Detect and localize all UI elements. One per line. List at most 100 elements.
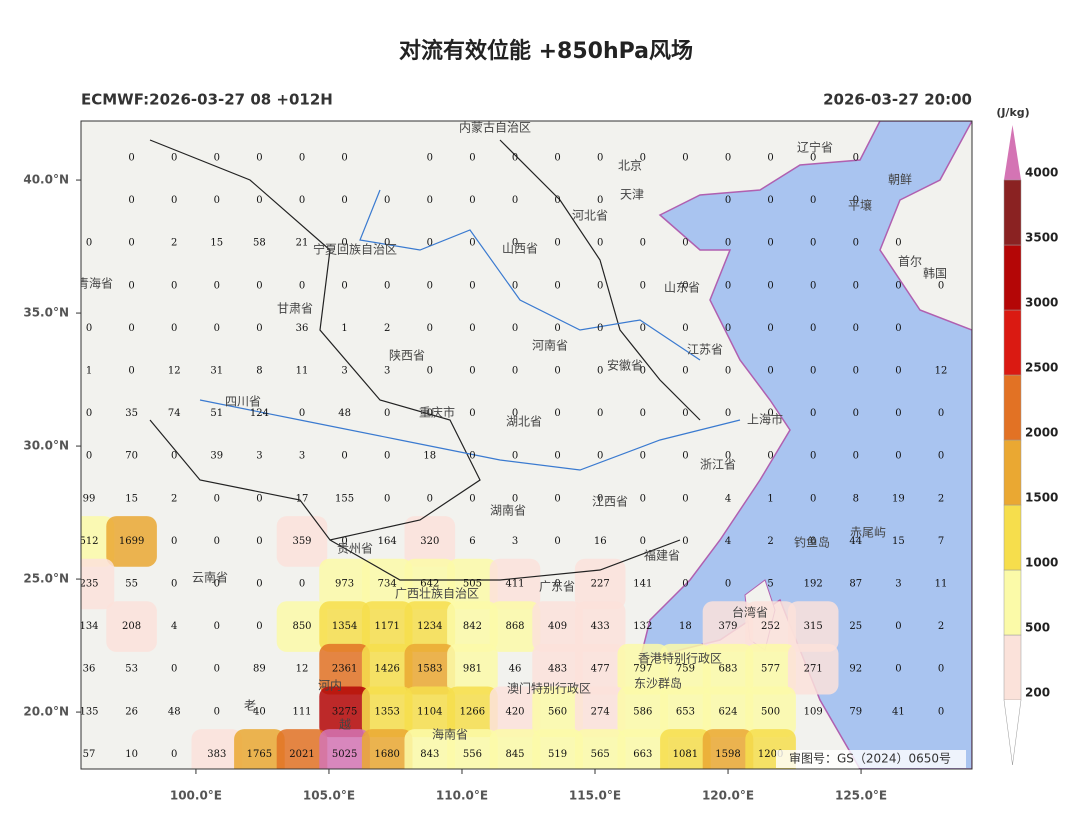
cape-value: 0 <box>767 323 773 334</box>
cape-cell <box>447 601 498 652</box>
cape-value: 1680 <box>374 749 399 760</box>
cape-value: 0 <box>256 195 262 206</box>
cape-value: 500 <box>761 706 780 717</box>
cape-value: 0 <box>810 153 816 164</box>
cape-value: 0 <box>128 153 134 164</box>
cape-value: 141 <box>633 579 652 590</box>
cape-value: 0 <box>640 493 646 504</box>
cape-value: 0 <box>341 153 347 164</box>
cape-value: 0 <box>299 280 305 291</box>
cape-value: 0 <box>853 451 859 462</box>
cape-value: 0 <box>341 195 347 206</box>
cape-cell <box>361 729 413 769</box>
cape-cell <box>81 558 115 610</box>
cape-value: 845 <box>505 749 524 760</box>
cape-value: 0 <box>725 408 731 419</box>
cape-value: 383 <box>207 749 226 760</box>
place-label: 广西壮族自治区 <box>395 587 479 601</box>
cape-value: 0 <box>171 195 177 206</box>
cape-value: 359 <box>292 536 311 547</box>
cape-value: 0 <box>682 493 688 504</box>
cape-value: 0 <box>171 579 177 590</box>
cape-value: 19 <box>892 493 905 504</box>
cape-value: 483 <box>548 664 567 675</box>
cape-value: 164 <box>378 536 397 547</box>
cape-value: 2021 <box>289 749 314 760</box>
place-label: 四川省 <box>225 395 261 409</box>
cape-value: 11 <box>296 366 309 377</box>
cape-value: 1354 <box>332 621 357 632</box>
cape-value: 0 <box>384 280 390 291</box>
cape-value: 477 <box>591 664 610 675</box>
cape-value: 734 <box>378 579 397 590</box>
cape-value: 663 <box>633 749 652 760</box>
cape-value: 0 <box>853 153 859 164</box>
cape-value: 0 <box>341 451 347 462</box>
cape-value: 0 <box>214 195 220 206</box>
cape-cell <box>617 729 669 769</box>
cape-value: 3275 <box>332 706 357 717</box>
cape-value: 0 <box>384 195 390 206</box>
cape-cell <box>234 729 285 769</box>
map-frame <box>80 120 973 770</box>
cape-value: 0 <box>597 408 603 419</box>
cape-value: 0 <box>640 408 646 419</box>
cape-cell <box>447 558 498 610</box>
cape-cell <box>574 601 626 652</box>
cape-value: 0 <box>512 153 518 164</box>
place-label: 湖北省 <box>506 414 542 429</box>
cape-cell <box>404 516 456 567</box>
y-tick-label: 35.0°N <box>23 306 69 320</box>
cape-value: 842 <box>463 621 482 632</box>
cape-cell <box>276 729 328 769</box>
cape-value: 1765 <box>247 749 272 760</box>
cape-value: 759 <box>676 664 695 675</box>
cape-value: 843 <box>420 749 439 760</box>
cape-cell <box>404 643 456 695</box>
cape-value: 2 <box>767 536 773 547</box>
cape-value: 0 <box>597 493 603 504</box>
cape-value: 192 <box>804 579 823 590</box>
cape-value: 0 <box>299 153 305 164</box>
cape-value: 58 <box>253 238 266 249</box>
cape-value: 0 <box>640 153 646 164</box>
cape-value: 0 <box>810 536 816 547</box>
cape-value: 320 <box>420 536 439 547</box>
cape-cell <box>361 643 413 695</box>
cape-value: 3 <box>341 366 347 377</box>
cape-value: 15 <box>210 238 223 249</box>
cape-value: 6 <box>469 536 475 547</box>
colorbar-segment <box>1003 244 1022 311</box>
colorbar-bottom <box>1003 699 1022 766</box>
cape-cell <box>532 729 583 769</box>
cape-cell <box>404 729 456 769</box>
cape-value: 252 <box>761 621 780 632</box>
cape-cell <box>787 643 839 695</box>
cape-value: 0 <box>427 153 433 164</box>
cape-cell <box>532 601 583 652</box>
place-label: 首尔 <box>898 254 922 269</box>
cape-cell <box>361 601 413 652</box>
cape-value: 0 <box>767 153 773 164</box>
cape-value: 0 <box>214 153 220 164</box>
cape-value: 15 <box>125 493 138 504</box>
y-tick-label: 40.0°N <box>23 173 69 187</box>
colorbar-unit: (J/kg) <box>996 106 1029 119</box>
cape-cell <box>489 601 541 652</box>
cape-value: 227 <box>591 579 610 590</box>
cape-value: 74 <box>168 408 181 419</box>
cape-value: 0 <box>640 323 646 334</box>
cape-value: 0 <box>512 366 518 377</box>
cape-value: 0 <box>512 493 518 504</box>
cape-value: 0 <box>767 451 773 462</box>
place-label: 福建省 <box>644 548 680 563</box>
colorbar-label: 2500 <box>1025 361 1058 375</box>
place-label: 河内 <box>318 679 342 693</box>
cape-value: 8 <box>256 366 262 377</box>
cape-cell <box>319 601 370 652</box>
cape-value: 0 <box>256 579 262 590</box>
cape-cell <box>532 643 583 695</box>
cape-value: 0 <box>299 579 305 590</box>
cape-value: 0 <box>86 408 92 419</box>
cape-value: 10 <box>125 749 138 760</box>
